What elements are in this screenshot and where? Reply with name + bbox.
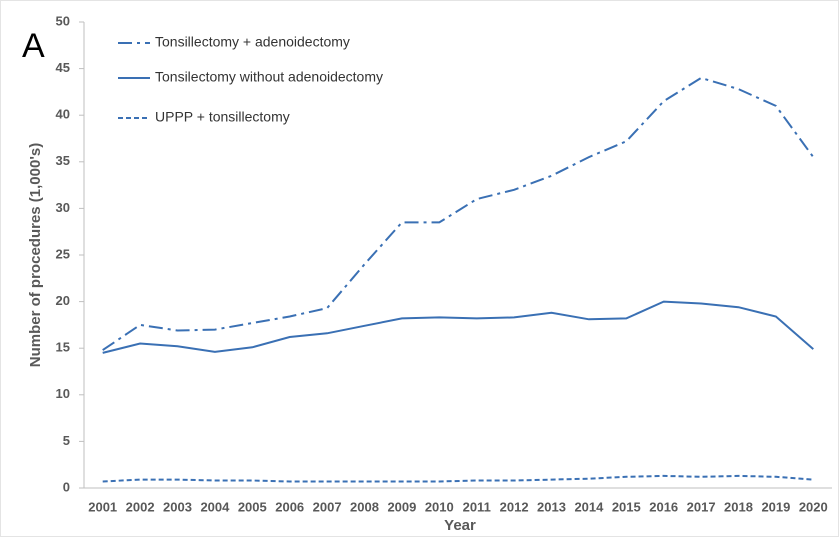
y-axis-title: Number of procedures (1,000's) [27,143,44,367]
x-tick-label: 2007 [313,499,342,514]
x-tick-label: 2008 [350,499,379,514]
x-tick-label: 2003 [163,499,192,514]
x-tick-label: 2018 [724,499,753,514]
legend-label: Tonsilectomy without adenoidectomy [155,69,383,85]
series-line [102,474,814,483]
x-tick-label: 2009 [387,499,416,514]
y-tick-label: 0 [63,479,70,494]
series-line [102,300,814,354]
legend-label: Tonsillectomy + adenoidectomy [155,34,350,50]
y-tick-label: 35 [56,153,70,168]
y-tick-label: 25 [56,246,70,261]
x-tick-label: 2019 [761,499,790,514]
x-tick-label: 2001 [88,499,117,514]
x-tick-label: 2015 [612,499,641,514]
x-tick-label: 2016 [649,499,678,514]
y-tick-label: 15 [56,340,70,355]
panel-label: A [22,27,45,65]
x-tick-label: 2011 [463,499,491,514]
x-tick-label: 2010 [425,499,454,514]
x-axis-title: Year [444,517,476,534]
y-tick-label: 20 [56,293,70,308]
series-line [102,76,815,351]
y-tick-label: 50 [56,13,70,28]
y-tick-label: 30 [56,200,70,215]
x-tick-label: 2017 [687,499,716,514]
y-tick-label: 45 [56,60,70,75]
x-tick-label: 2013 [537,499,566,514]
y-tick-label: 5 [63,433,70,448]
x-tick-label: 2012 [500,499,529,514]
x-tick-label: 2014 [574,499,604,514]
y-tick-label: 40 [56,107,70,122]
x-tick-label: 2002 [126,499,155,514]
x-tick-label: 2005 [238,499,267,514]
x-tick-label: 2006 [275,499,304,514]
x-tick-label: 2004 [200,499,230,514]
x-tick-label: 2020 [799,499,828,514]
y-tick-label: 10 [56,386,70,401]
legend-label: UPPP + tonsillectomy [155,109,290,125]
